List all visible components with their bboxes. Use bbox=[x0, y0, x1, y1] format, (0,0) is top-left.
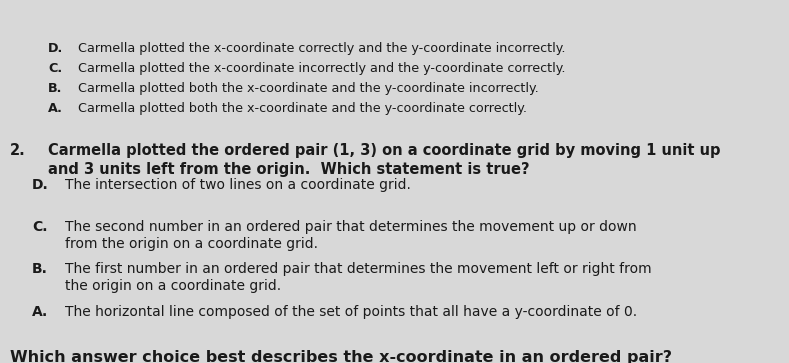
Text: Which answer choice best describes the x-coordinate in an ordered pair?: Which answer choice best describes the x… bbox=[10, 350, 672, 363]
Text: A.: A. bbox=[32, 305, 48, 319]
Text: Carmella plotted the x-coordinate incorrectly and the y-coordinate correctly.: Carmella plotted the x-coordinate incorr… bbox=[78, 62, 566, 75]
Text: C.: C. bbox=[32, 220, 47, 234]
Text: Carmella plotted the x-coordinate correctly and the y-coordinate incorrectly.: Carmella plotted the x-coordinate correc… bbox=[78, 42, 566, 55]
Text: The second number in an ordered pair that determines the movement up or down
fro: The second number in an ordered pair tha… bbox=[65, 220, 637, 251]
Text: B.: B. bbox=[32, 262, 48, 276]
Text: The first number in an ordered pair that determines the movement left or right f: The first number in an ordered pair that… bbox=[65, 262, 652, 293]
Text: Carmella plotted both the x-coordinate and the y-coordinate correctly.: Carmella plotted both the x-coordinate a… bbox=[78, 102, 527, 115]
Text: A.: A. bbox=[48, 102, 63, 115]
Text: B.: B. bbox=[48, 82, 62, 95]
Text: Carmella plotted the ordered pair (1, 3) on a coordinate grid by moving 1 unit u: Carmella plotted the ordered pair (1, 3)… bbox=[48, 143, 720, 177]
Text: The horizontal line composed of the set of points that all have a y-coordinate o: The horizontal line composed of the set … bbox=[65, 305, 638, 319]
Text: C.: C. bbox=[48, 62, 62, 75]
Text: 2.: 2. bbox=[10, 143, 26, 158]
Text: The intersection of two lines on a coordinate grid.: The intersection of two lines on a coord… bbox=[65, 178, 411, 192]
Text: Carmella plotted both the x-coordinate and the y-coordinate incorrectly.: Carmella plotted both the x-coordinate a… bbox=[78, 82, 539, 95]
Text: D.: D. bbox=[32, 178, 49, 192]
Text: D.: D. bbox=[48, 42, 63, 55]
